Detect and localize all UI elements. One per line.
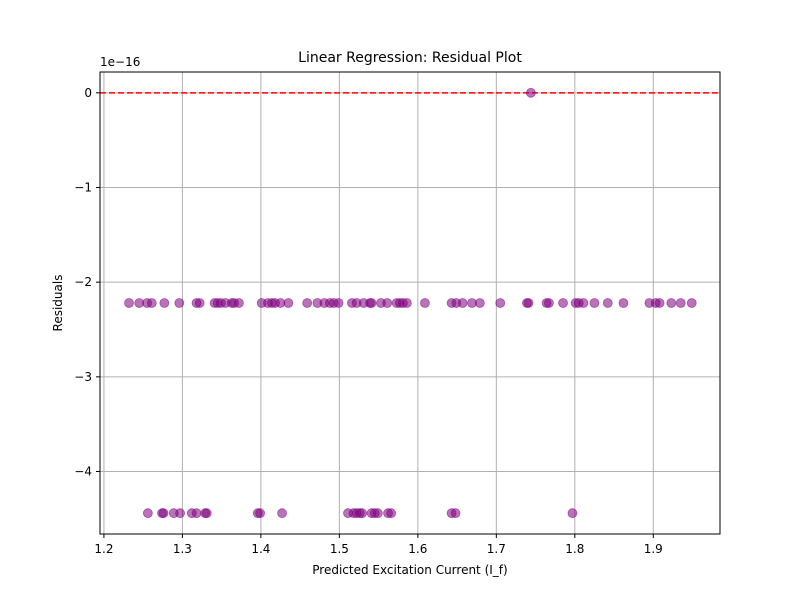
data-point [686,298,697,308]
data-point [142,508,153,519]
data-point [523,298,534,308]
x-tick-label: 1.7 [487,542,506,556]
data-point [401,298,412,308]
data-point [558,298,568,308]
data-point [255,508,266,519]
data-point [146,298,157,308]
data-point [277,508,287,519]
data-point [544,298,554,308]
data-point [372,508,383,519]
y-tick-label: −2 [74,275,92,289]
data-point [474,298,485,308]
y-axis-ticks: 0 −1 −2 −3 −4 [74,86,100,479]
data-point [283,298,294,308]
data-point [420,298,430,308]
data-point [194,298,205,308]
x-axis-label: Predicted Excitation Current (I_f) [312,563,507,577]
x-tick-label: 1.5 [330,542,349,556]
y-tick-label: −4 [74,465,92,479]
data-point [602,298,613,308]
data-point [666,298,677,308]
x-tick-label: 1.3 [173,542,192,556]
data-point [174,298,185,308]
data-point [366,298,377,308]
y-axis-offset-text: 1e−16 [100,55,140,69]
x-tick-label: 1.6 [408,542,427,556]
data-point [201,508,212,519]
data-point [175,508,185,519]
y-tick-label: −3 [74,370,92,384]
x-tick-label: 1.2 [94,542,113,556]
x-tick-label: 1.9 [644,542,663,556]
y-tick-label: −1 [74,181,92,195]
data-point [654,298,665,308]
plot-frame [99,71,721,535]
data-point [302,298,313,308]
x-tick-label: 1.8 [565,542,584,556]
data-point [158,508,169,519]
y-axis-label: Residuals [51,275,65,332]
data-point [618,298,629,308]
data-point [234,298,244,308]
data-points [124,87,697,519]
data-point [357,508,368,519]
data-point [525,87,536,98]
data-point [457,298,468,308]
data-point [333,298,344,308]
data-point [191,508,202,519]
chart-title: Linear Regression: Residual Plot [298,50,522,66]
data-point [495,298,506,308]
data-point [567,508,578,519]
data-point [450,508,461,519]
data-point [124,298,134,308]
data-point [589,298,600,308]
x-tick-label: 1.4 [251,542,270,556]
data-point [578,298,589,308]
data-point [382,298,393,308]
data-point [675,298,686,308]
y-tick-label: 0 [84,86,92,100]
data-point [386,508,397,519]
data-point [159,298,170,308]
x-axis-ticks: 1.2 1.3 1.4 1.5 1.6 1.7 1.8 1.9 [94,534,663,556]
